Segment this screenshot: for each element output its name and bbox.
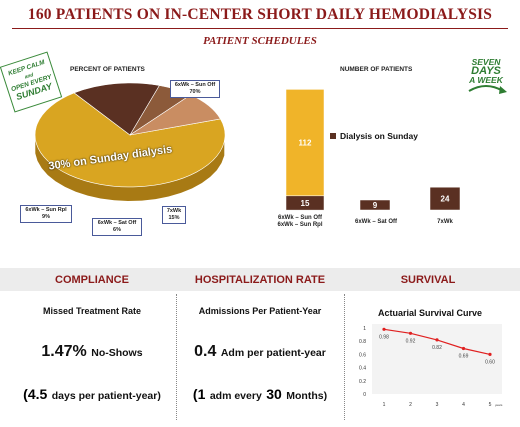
compliance-note-value: 4.5 xyxy=(27,386,48,402)
hospitalization-stat: 0.4 Adm per patient-year xyxy=(176,343,344,361)
bar-category-label: 6xWk – Sat Off xyxy=(354,219,397,225)
bar-category-label: 6xWk – Sun Off 6xWk – Sun Rpl xyxy=(272,215,328,229)
note-open: ( xyxy=(23,386,28,402)
x-tick-label: 2 xyxy=(409,402,412,408)
arrow-icon xyxy=(468,85,507,94)
survival-point xyxy=(488,352,492,356)
callout-line: 6xWk – Sat Off xyxy=(97,220,137,226)
y-tick-label: 0.8 xyxy=(359,339,366,345)
callout-line: 9% xyxy=(42,214,50,220)
hospitalization-note-value-2: 30 xyxy=(266,386,282,402)
bar-legend: Dialysis on Sunday xyxy=(330,131,418,141)
seven-days-badge: SEVEN DAYS A WEEK xyxy=(463,58,509,102)
survival-heading: SURVIVAL xyxy=(400,274,456,286)
bar-category-label: 7xWk xyxy=(437,219,453,225)
badge-line: SEVEN xyxy=(471,57,501,67)
data-label: 0.82 xyxy=(432,345,442,351)
pie-chart xyxy=(34,82,226,201)
x-tick-label: 1 xyxy=(383,402,386,408)
data-label: 0.60 xyxy=(485,359,495,365)
compliance-metric: Missed Treatment Rate xyxy=(42,306,142,316)
category-line: 6xWk – Sun Rpl xyxy=(277,222,323,228)
plot-area xyxy=(372,324,502,394)
hospitalization-suffix: Adm per patient-year xyxy=(220,347,326,359)
x-tick-label: 5 xyxy=(489,402,492,408)
title-rule xyxy=(12,28,508,29)
x-tick-label: 3 xyxy=(436,402,439,408)
hospitalization-note: (1 adm every 30 Months) xyxy=(176,386,344,404)
bar-segment xyxy=(429,186,461,211)
compliance-value: 1.47% xyxy=(41,343,87,360)
legend-swatch xyxy=(330,133,336,139)
data-label: 0.98 xyxy=(379,334,389,340)
hospitalization-note-mid: adm every xyxy=(209,390,262,402)
pie-callout-sun-off: 6xWk – Sun Off 70% xyxy=(170,80,220,98)
data-label: 0.92 xyxy=(406,338,416,344)
bar-chart: 15 112 9 24 xyxy=(285,89,461,211)
hospitalization-value: 0.4 xyxy=(194,343,217,360)
survival-point xyxy=(461,346,466,351)
category-line: 6xWk – Sun Off xyxy=(277,215,322,221)
pie-side xyxy=(35,139,225,201)
y-tick-label: 0.6 xyxy=(359,352,366,358)
hospitalization-note-value-1: 1 xyxy=(197,386,206,402)
badge-line: DAYS xyxy=(471,65,501,77)
pie-heading: PERCENT OF PATIENTS xyxy=(70,66,145,73)
callout-line: 6xWk – Sun Off xyxy=(174,82,216,88)
y-tick-label: 0.2 xyxy=(359,379,366,385)
compliance-heading: COMPLIANCE xyxy=(55,274,129,286)
pie-callout-7xwk: 7xWk 15% xyxy=(162,206,186,224)
note-open: ( xyxy=(192,386,198,402)
bar-value-label: 9 xyxy=(373,201,378,210)
survival-point xyxy=(382,327,386,331)
y-tick-label: 1 xyxy=(363,326,366,332)
pie-slice xyxy=(73,82,160,136)
survival-chart-title: Actuarial Survival Curve xyxy=(378,308,482,318)
pie-slice xyxy=(34,92,226,188)
compliance-suffix: No-Shows xyxy=(91,347,143,359)
y-tick-label: 0.4 xyxy=(359,366,366,372)
bar-value-label: 112 xyxy=(299,139,312,148)
page-subtitle: PATIENT SCHEDULES xyxy=(203,35,317,47)
bar-heading: NUMBER OF PATIENTS xyxy=(340,66,413,73)
column-divider xyxy=(176,294,177,420)
pie-callout-sat-off: 6xWk – Sat Off 6% xyxy=(92,218,142,236)
callout-line: 7xWk xyxy=(166,208,182,214)
compliance-stat: 1.47% No-Shows xyxy=(8,343,176,361)
callout-line: 6xWk – Sun Rpl xyxy=(25,207,67,213)
hospitalization-metric: Admissions Per Patient-Year xyxy=(198,306,322,316)
hospitalization-note-text: Months) xyxy=(286,390,328,402)
bar-segment xyxy=(285,89,325,197)
legend-label: Dialysis on Sunday xyxy=(340,131,418,141)
survival-chart: Actuarial Survival Curve 0 0.2 0.4 0.6 0.8 1 1 2… xyxy=(359,308,503,408)
pie-callout-sun-rpl: 6xWk – Sun Rpl 9% xyxy=(20,205,72,223)
x-unit-label: years xyxy=(495,403,503,407)
survival-point xyxy=(408,331,413,335)
section-band xyxy=(0,268,520,291)
bar-segment xyxy=(359,199,391,211)
y-tick-label: 0 xyxy=(363,392,366,398)
callout-line: 6% xyxy=(113,227,121,233)
compliance-note: (4.5 days per patient-year) xyxy=(8,386,176,404)
badge-line: A WEEK xyxy=(469,75,503,85)
column-divider xyxy=(344,294,345,420)
page-title: 160 PATIENTS ON IN-CENTER SHORT DAILY HE… xyxy=(27,6,493,23)
bar-value-label: 15 xyxy=(301,199,310,208)
x-tick-label: 4 xyxy=(462,402,465,408)
bar-value-label: 24 xyxy=(441,195,450,204)
callout-line: 70% xyxy=(189,89,201,95)
survival-point xyxy=(435,338,439,342)
callout-line: 15% xyxy=(168,215,180,221)
compliance-note-text: days per patient-year) xyxy=(51,390,161,402)
hospitalization-heading: HOSPITALIZATION RATE xyxy=(194,274,326,286)
data-label: 0.69 xyxy=(459,354,469,360)
